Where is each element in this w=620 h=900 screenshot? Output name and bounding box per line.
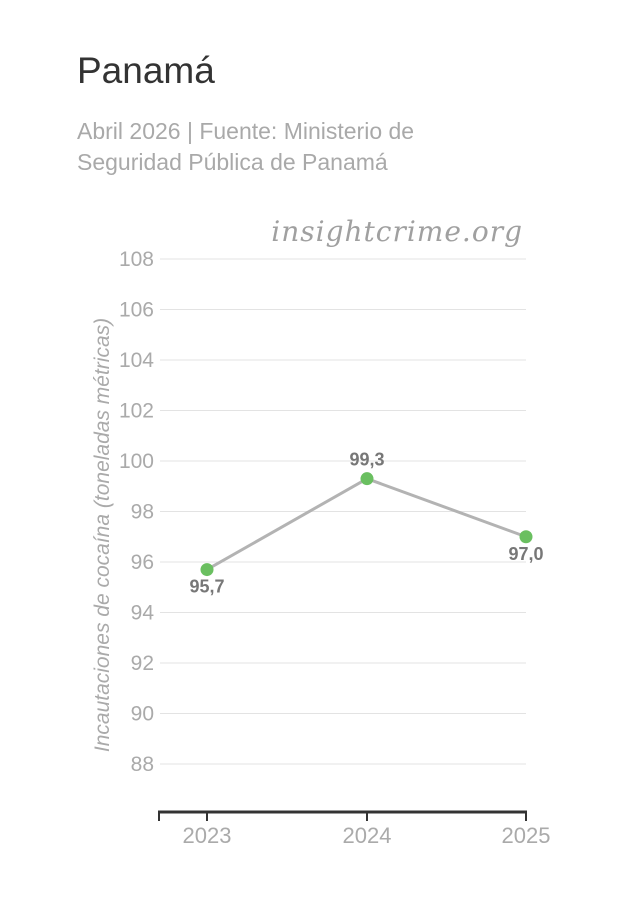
y-tick-label-90: 90 (131, 703, 154, 726)
data-label-2023: 95,7 (189, 577, 224, 597)
data-point-2025 (519, 530, 533, 544)
data-label-2024: 99,3 (349, 450, 384, 470)
x-tick-label-2024: 2024 (343, 823, 392, 848)
y-tick-label-100: 100 (119, 450, 154, 473)
y-axis-label: Incautaciones de cocaína (toneladas métr… (91, 318, 114, 752)
y-tick-label-92: 92 (131, 652, 154, 675)
series-cocaine-seizures (200, 472, 533, 577)
watermark-text: insightcrime.org (271, 215, 523, 248)
y-tick-label-94: 94 (131, 602, 155, 625)
data-point-2024 (360, 472, 374, 486)
x-tick-label-2023: 2023 (183, 823, 232, 848)
y-tick-label-104: 104 (119, 349, 154, 372)
y-tick-label-96: 96 (131, 551, 154, 574)
gridlines (160, 258, 526, 765)
y-tick-label-88: 88 (131, 753, 154, 776)
x-axis (158, 810, 527, 821)
x-tick-labels: 2023 2024 2025 (183, 823, 551, 848)
chart-title: Panamá (77, 50, 215, 91)
x-tick-label-2025: 2025 (502, 823, 551, 848)
y-tick-label-106: 106 (119, 299, 154, 322)
chart-subtitle: Abril 2026 | Fuente: Ministerio de Segur… (77, 118, 415, 175)
data-point-2023 (200, 563, 214, 577)
y-tick-label-102: 102 (119, 400, 154, 423)
series-line (206, 477, 527, 571)
y-tick-labels: 88 90 92 94 96 98 100 102 104 106 108 (119, 248, 154, 776)
data-labels: 95,7 99,3 97,0 (189, 450, 543, 597)
y-tick-label-108: 108 (119, 248, 154, 271)
y-tick-label-98: 98 (131, 501, 154, 524)
data-label-2025: 97,0 (508, 544, 543, 564)
